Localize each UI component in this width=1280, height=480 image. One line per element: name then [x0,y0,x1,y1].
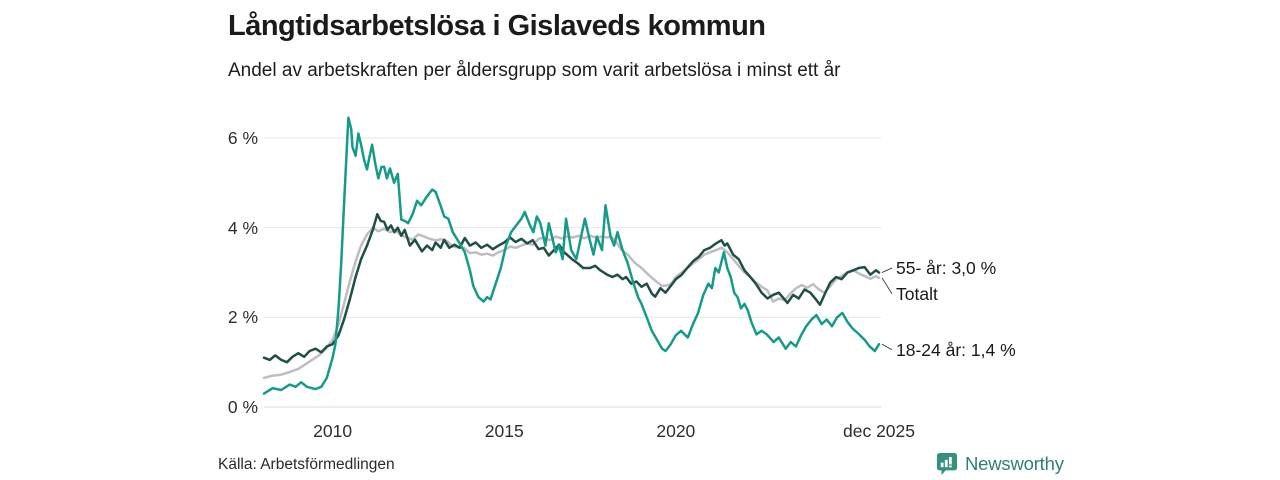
x-axis-label: 2020 [656,421,696,441]
brand-lockup: Newsworthy [936,452,1064,476]
chart-title: Långtidsarbetslösa i Gislaveds kommun [228,10,766,42]
chart-subtitle: Andel av arbetskraften per åldersgrupp s… [228,60,841,81]
series-label-18-24: 18-24 år: 1,4 % [896,339,1016,360]
y-axis-label: 0 % [227,397,258,417]
x-axis-label: 2015 [484,421,524,441]
series-label-55plus: 55- år: 3,0 % [896,258,997,278]
series-line-2 [262,116,881,395]
y-axis-label: 2 % [227,307,258,328]
y-axis-label: 4 % [227,217,258,238]
label-connector [881,277,893,295]
label-connector [881,267,893,273]
y-axis-label: 6 % [227,128,258,148]
brand-name: Newsworthy [965,453,1064,474]
x-axis-label: 2010 [313,421,353,441]
series-line-1 [262,212,881,364]
x-axis-label: dec 2025 [842,421,916,441]
source-note: Källa: Arbetsförmedlingen [218,456,395,473]
newsworthy-logo-icon [936,453,958,475]
series-label-totalt: Totalt [896,283,938,304]
label-connector [881,343,893,351]
